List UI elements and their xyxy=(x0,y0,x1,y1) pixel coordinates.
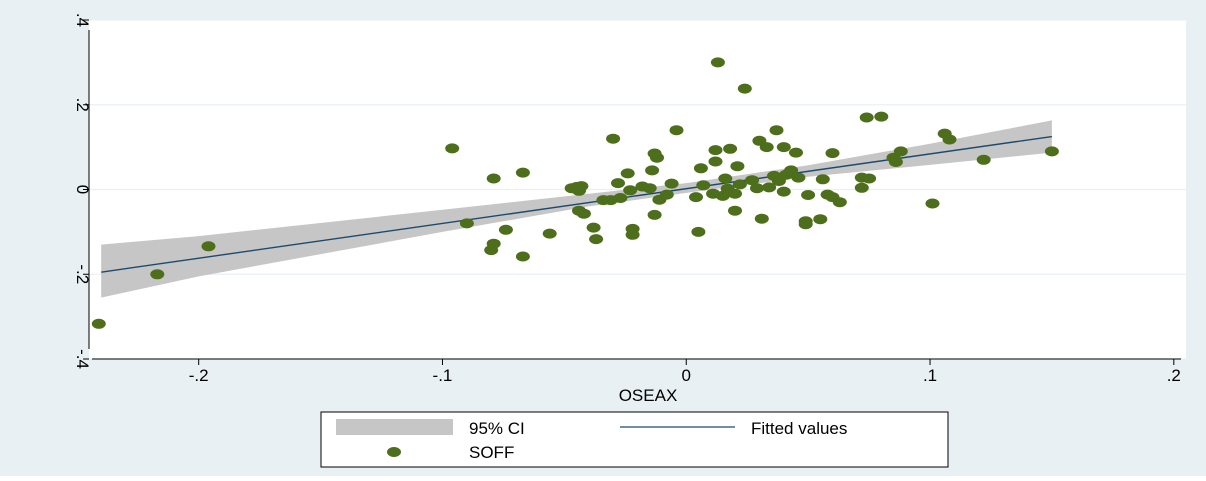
legend: 95% CI Fitted values SOFF xyxy=(320,411,949,468)
data-point xyxy=(854,182,869,193)
legend-soff-marker xyxy=(387,447,401,457)
data-point xyxy=(486,173,501,184)
data-point xyxy=(691,226,706,237)
data-point xyxy=(445,143,460,154)
data-point xyxy=(515,167,530,178)
legend-soff-label: SOFF xyxy=(469,443,514,462)
y-tick-label: -.2 xyxy=(73,264,92,284)
data-point xyxy=(647,209,662,220)
data-point xyxy=(750,183,764,194)
data-point xyxy=(459,218,474,229)
data-point xyxy=(801,190,816,200)
data-point xyxy=(710,57,725,68)
data-point xyxy=(762,182,777,193)
data-point xyxy=(728,188,742,199)
data-point xyxy=(91,318,106,329)
data-point xyxy=(696,180,711,191)
data-point xyxy=(620,168,635,179)
data-point xyxy=(542,228,557,239)
data-point xyxy=(791,172,806,183)
data-point xyxy=(976,154,991,165)
data-point xyxy=(737,83,752,94)
data-point xyxy=(718,173,733,184)
data-point xyxy=(784,165,799,176)
data-point xyxy=(664,178,679,189)
data-point xyxy=(689,192,703,203)
data-point xyxy=(776,186,791,197)
data-point xyxy=(723,143,738,154)
data-point xyxy=(728,205,742,216)
data-point xyxy=(825,148,840,159)
legend-ci-label: 95% CI xyxy=(469,419,525,438)
data-point xyxy=(645,165,660,176)
data-point xyxy=(625,223,640,234)
data-point xyxy=(486,238,501,249)
data-point xyxy=(888,157,903,167)
y-tick-label: -.4 xyxy=(73,349,92,369)
data-point xyxy=(813,214,828,225)
data-point xyxy=(1044,146,1059,157)
data-point xyxy=(769,125,784,136)
data-point xyxy=(745,175,760,186)
ci-band-layer xyxy=(101,120,1052,298)
x-axis-title: OSEAX xyxy=(619,386,678,405)
data-point xyxy=(862,173,877,184)
data-point xyxy=(498,224,513,235)
legend-ci-swatch xyxy=(336,419,453,435)
x-tick-label: -.2 xyxy=(189,366,209,385)
y-tick-label: 0 xyxy=(73,185,92,194)
legend-fitted-label: Fitted values xyxy=(751,419,847,438)
data-point xyxy=(589,234,604,245)
data-point xyxy=(515,251,530,262)
axes: -.2 -.1 0 .1 .2 -.4 -.2 0 .2 .4 xyxy=(73,13,1181,385)
data-point xyxy=(642,183,657,194)
data-point xyxy=(201,241,216,252)
data-point xyxy=(789,147,803,158)
data-point xyxy=(576,208,591,219)
data-point xyxy=(942,134,957,145)
data-point xyxy=(669,125,684,136)
data-point xyxy=(874,111,889,122)
y-tick-label: .2 xyxy=(73,98,92,112)
data-point xyxy=(650,152,664,163)
data-point xyxy=(659,189,674,200)
data-point xyxy=(832,197,847,208)
data-point xyxy=(613,193,628,203)
data-point xyxy=(893,146,908,157)
data-point xyxy=(754,213,769,224)
data-point xyxy=(815,174,830,185)
data-point xyxy=(859,112,874,123)
x-tick-label: .1 xyxy=(923,366,937,385)
data-point xyxy=(708,145,723,156)
data-point xyxy=(759,142,774,153)
data-point xyxy=(730,161,745,172)
data-point xyxy=(708,156,723,167)
data-point xyxy=(623,185,638,196)
data-point xyxy=(150,269,165,280)
data-point xyxy=(586,222,601,233)
data-point xyxy=(925,198,940,209)
x-tick-label: -.1 xyxy=(433,366,453,385)
y-tick-label: .4 xyxy=(73,13,92,27)
data-point xyxy=(776,142,791,153)
data-point xyxy=(798,219,813,230)
data-point xyxy=(606,133,621,144)
data-point xyxy=(611,178,625,189)
x-tick-label: .2 xyxy=(1167,366,1181,385)
data-point xyxy=(574,181,589,192)
data-point xyxy=(732,179,747,190)
data-point xyxy=(693,163,708,174)
scatter-points xyxy=(91,57,1059,329)
x-tick-label: 0 xyxy=(682,366,691,385)
ci-band xyxy=(101,120,1052,298)
